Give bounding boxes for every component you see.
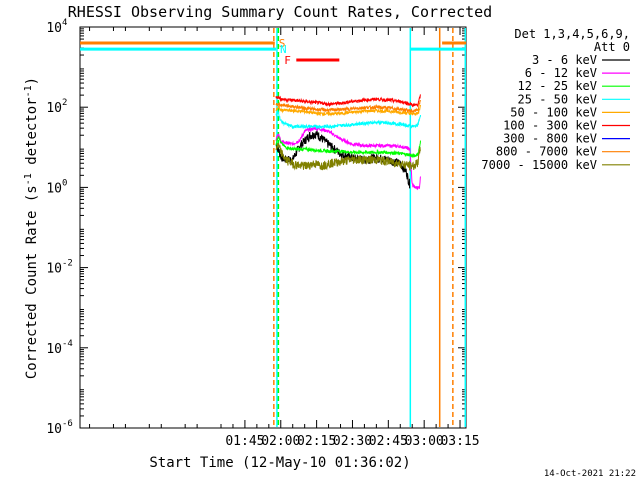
y-tick-label: 10: [46, 101, 62, 116]
series-line-9: [275, 142, 421, 172]
y-tick-label: 10: [46, 181, 62, 196]
x-tick-label: 03:00: [405, 434, 444, 449]
legend-title-line-1: Det 1,3,4,5,6,9,: [514, 27, 630, 41]
y-tick-exponent: -4: [62, 339, 73, 349]
legend-label: 6 - 12 keV: [525, 66, 597, 80]
legend-label: 25 - 50 keV: [518, 92, 597, 106]
legend-label: 7000 - 15000 keV: [481, 158, 597, 172]
y-tick-label: 10: [46, 422, 62, 437]
footer-date: 14-Oct-2021 21:22: [544, 469, 636, 479]
y-tick-exponent: 4: [62, 18, 67, 28]
legend-label: 800 - 7000 keV: [496, 145, 597, 159]
y-axis-label: Corrected Count Rate (s-1 detector-1): [23, 77, 41, 379]
legend-label: 100 - 300 keV: [503, 119, 597, 133]
y-tick-label: 10: [46, 342, 62, 357]
data-series: [275, 94, 421, 191]
series-line-8: [275, 100, 421, 114]
legend-label: 300 - 800 keV: [503, 132, 597, 146]
chart-title: RHESSI Observing Summary Count Rates, Co…: [68, 3, 492, 21]
legend-label: 12 - 25 keV: [518, 79, 597, 93]
flag-label: F: [284, 54, 291, 67]
plot-frame: [79, 26, 467, 429]
legend-title-line-2: Att 0: [594, 40, 630, 54]
y-tick-exponent: 0: [62, 178, 67, 188]
series-line-6: [275, 94, 421, 108]
x-tick-label: 02:45: [369, 434, 408, 449]
x-axis-label: Start Time (12-May-10 01:36:02): [149, 455, 410, 471]
flag-label: S: [279, 37, 286, 50]
x-tick-label: 02:00: [261, 434, 300, 449]
y-tick-label: 10: [46, 21, 62, 36]
x-tick-label: 03:15: [440, 434, 479, 449]
series-line-3: [275, 136, 421, 159]
y-tick-exponent: -2: [62, 259, 73, 269]
legend-label: 3 - 6 keV: [532, 53, 597, 67]
series-line-4: [275, 109, 421, 130]
y-tick-exponent: 2: [62, 98, 67, 108]
legend-label: 50 - 100 keV: [510, 105, 597, 119]
flag-bars: SNF: [80, 37, 466, 67]
series-line-2: [275, 125, 421, 191]
y-tick-exponent: -6: [62, 419, 73, 429]
x-tick-label: 02:15: [297, 434, 336, 449]
x-tick-label: 02:30: [333, 434, 372, 449]
y-tick-label: 10: [46, 262, 62, 277]
x-tick-label: 01:45: [225, 434, 264, 449]
flag-label: N: [280, 43, 287, 56]
vertical-lines: [273, 28, 467, 427]
